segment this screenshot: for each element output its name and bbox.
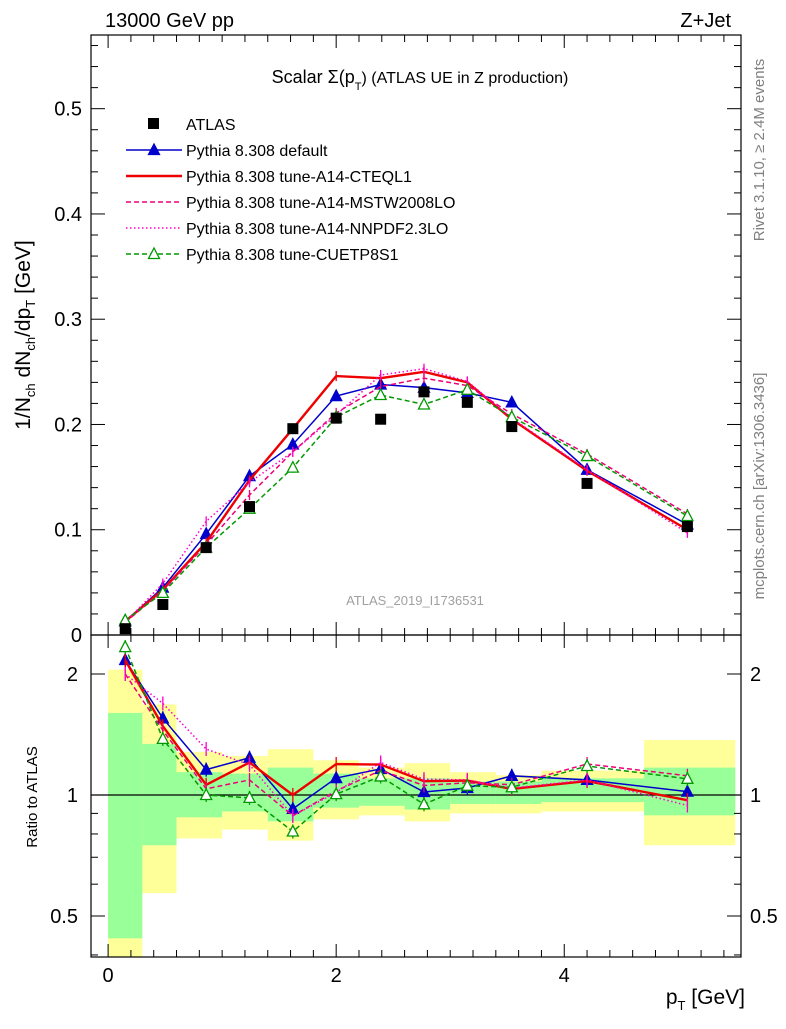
series-4-point	[374, 387, 388, 401]
header-right: Z+Jet	[680, 10, 731, 32]
series-0-point	[505, 394, 519, 408]
ratio-line-1	[124, 659, 688, 802]
series-layer	[118, 363, 694, 628]
atlas-data-point	[581, 477, 593, 489]
ratio-0-point	[199, 762, 213, 775]
y-axis-label: 1/Nch dNch/dpT [GeV]	[12, 240, 38, 430]
rivet-version: Rivet 3.1.10, ≥ 2.4M events	[751, 59, 768, 242]
series-4-point	[156, 585, 170, 599]
ratio-plot-frame	[90, 634, 742, 958]
atlas-data-point	[506, 421, 518, 433]
series-0-point	[329, 388, 343, 402]
y-tick-label: 0.1	[54, 520, 82, 542]
ratio-y-axis-label: Ratio to ATLAS	[24, 746, 41, 847]
legend-marker-4	[147, 246, 161, 260]
band-inner-3	[222, 773, 268, 812]
ratio-line-2	[124, 673, 688, 817]
ratio-y-tick-label-right: 2	[750, 664, 761, 686]
chart-title-sub: T	[355, 81, 362, 93]
x-tick-label: 2	[331, 965, 342, 987]
series-4-point	[417, 397, 431, 410]
legend-label-2: Pythia 8.308 tune-A14-MSTW2008LO	[186, 195, 455, 212]
atlas-data-point	[200, 542, 212, 554]
x-tick-label: 4	[559, 965, 570, 987]
y-tick-label: 0.4	[54, 204, 82, 226]
ratio-4-point	[417, 796, 431, 810]
ratio-uncertainty-bands	[108, 669, 736, 957]
header-left: 13000 GeV pp	[105, 10, 234, 32]
chart-title: Scalar Σ(pT) (ATLAS UE in Z production)	[272, 67, 569, 93]
ratio-layer	[118, 639, 694, 839]
ratio-4-point	[460, 778, 474, 791]
chart-title-tail: ) (ATLAS UE in Z production)	[362, 70, 569, 87]
plot-frames	[90, 34, 742, 958]
y-tick-label: 0.5	[54, 99, 82, 121]
ratio-y-tick-label-left: 2	[67, 664, 78, 686]
atlas-data-point	[375, 413, 387, 425]
atlas-data-point	[461, 396, 473, 408]
legend-marker-0	[147, 142, 161, 156]
band-inner-0	[108, 712, 143, 939]
series-4-point	[286, 460, 300, 473]
ratio-0-point	[329, 770, 343, 784]
ratio-line-3	[124, 673, 688, 817]
series-line-2	[124, 377, 688, 623]
atlas-data-point	[157, 598, 169, 610]
legend-label-atlas: ATLAS	[186, 117, 236, 134]
ratio-4-point	[199, 787, 213, 801]
atlas-data-point	[119, 623, 131, 635]
atlas-data-point	[418, 386, 430, 398]
ratio-line-4	[124, 646, 688, 833]
legend-label-4: Pythia 8.308 tune-CUETP8S1	[186, 247, 399, 264]
series-line-4	[124, 388, 688, 621]
series-line-1	[124, 370, 689, 623]
legend-label-1: Pythia 8.308 tune-A14-CTEQL1	[186, 169, 412, 186]
band-inner-6	[358, 778, 405, 806]
series-line-3	[124, 367, 688, 623]
ratio-4-point	[580, 758, 594, 772]
y-tick-label: 0	[71, 625, 82, 647]
ratio-y-tick-label-left: 1	[67, 785, 78, 807]
ratio-4-point	[505, 779, 519, 793]
ratio-4-point	[286, 824, 300, 837]
ratio-4-point	[329, 786, 343, 800]
ratio-y-tick-label-right: 0.5	[750, 906, 778, 928]
y-tick-label: 0.2	[54, 414, 82, 436]
x-tick-label: 0	[103, 965, 114, 987]
legend: ATLAS Pythia 8.308 default Pythia 8.308 tu…	[126, 117, 455, 264]
ratio-4-point	[680, 771, 694, 784]
ratio-4-point	[374, 769, 388, 782]
ratio-line-0	[124, 659, 688, 810]
ratio-4-point	[156, 731, 170, 745]
atlas-data-point	[681, 521, 693, 533]
series-4-point	[680, 508, 694, 522]
axis-ticks: 0 2 4 0 0.1 0.2 0.3 0.4 0.5 0.5 0.5 1 1 2 2	[50, 35, 778, 987]
atlas-data-point	[244, 501, 256, 513]
series-4-point	[580, 448, 594, 462]
chart-title-main: Scalar Σ(p	[272, 67, 355, 87]
legend-label-0: Pythia 8.308 default	[186, 143, 328, 160]
atlas-data-point	[287, 423, 299, 435]
series-line-0	[124, 383, 688, 622]
ratio-4-point	[118, 639, 132, 653]
series-4-point	[460, 382, 474, 395]
x-axis-label: pT [GeV]	[666, 986, 745, 1013]
y-tick-label: 0.3	[54, 309, 82, 331]
atlas-data-layer	[119, 386, 693, 635]
ratio-4-point	[242, 790, 257, 804]
legend-marker-atlas	[148, 118, 159, 129]
ratio-y-tick-label-left: 0.5	[50, 906, 78, 928]
ratio-y-tick-label-right: 1	[750, 785, 761, 807]
analysis-id: ATLAS_2019_I1736531	[346, 593, 484, 608]
mcplots-credit: mcplots.cern.ch [arXiv:1306.3436]	[751, 373, 768, 600]
legend-label-3: Pythia 8.308 tune-A14-NNPDF2.3LO	[186, 221, 448, 238]
atlas-data-point	[330, 412, 342, 424]
